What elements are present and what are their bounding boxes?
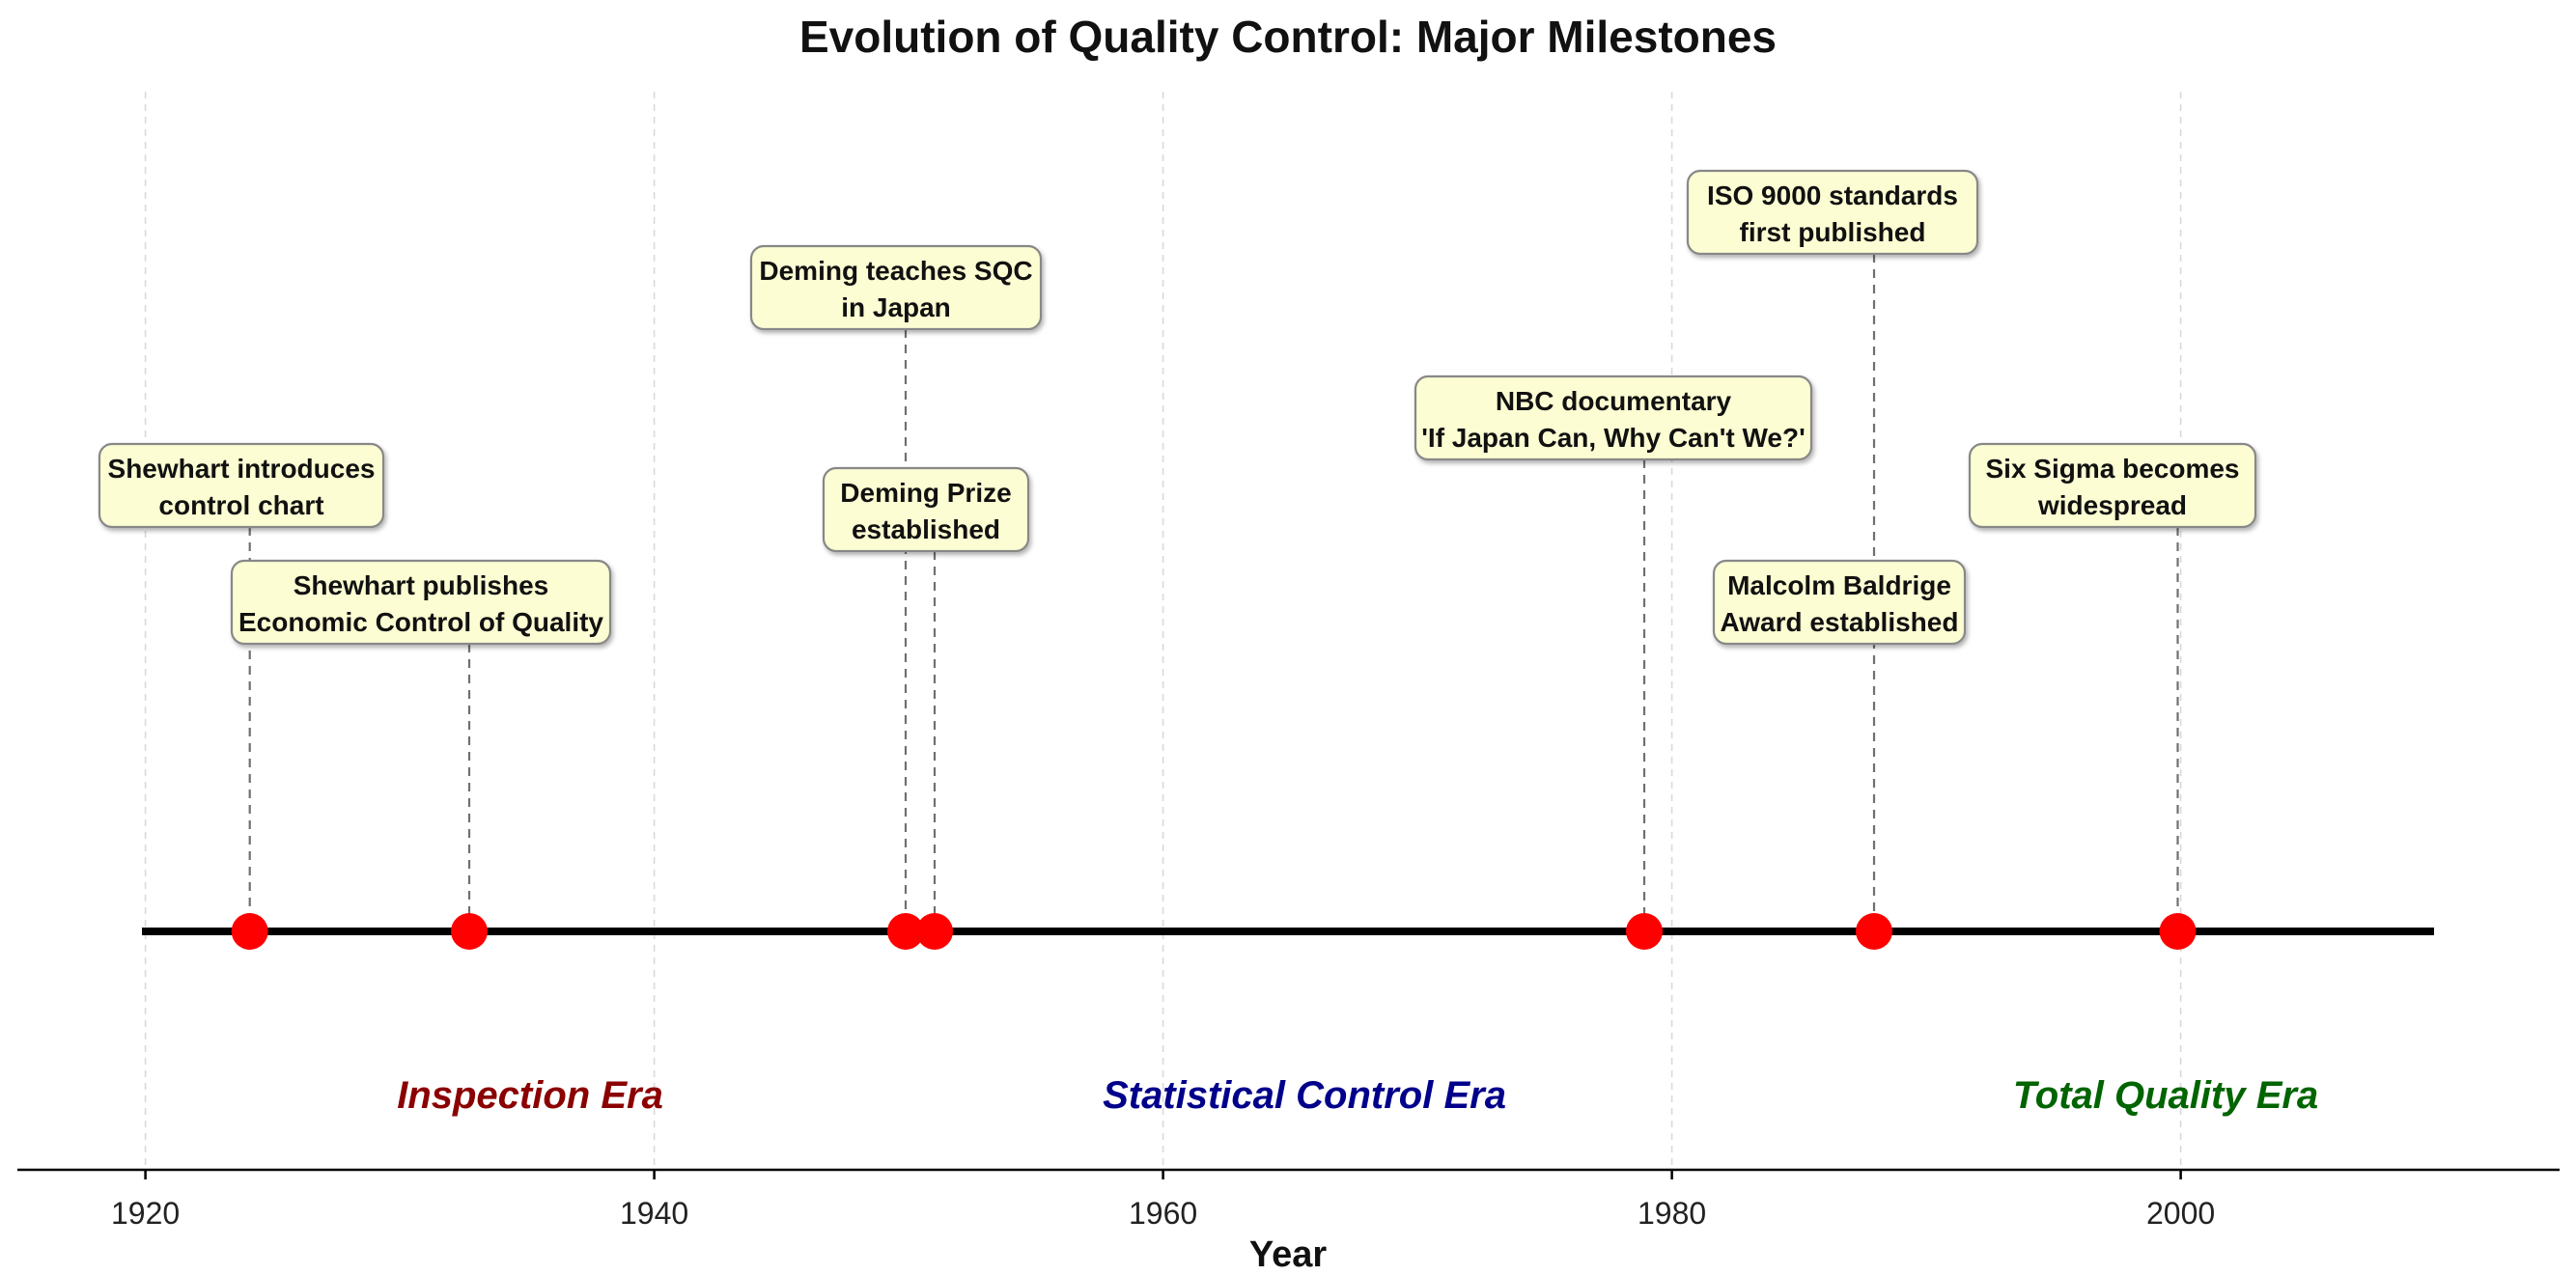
svg-text:widespread: widespread	[2037, 490, 2187, 520]
svg-text:Statistical Control Era: Statistical Control Era	[1103, 1074, 1506, 1117]
svg-text:first published: first published	[1740, 217, 1926, 247]
svg-text:1940: 1940	[620, 1196, 688, 1231]
svg-text:Deming teaches SQC: Deming teaches SQC	[759, 256, 1032, 286]
svg-text:established: established	[852, 514, 1000, 544]
svg-text:2000: 2000	[2146, 1196, 2215, 1231]
svg-text:Inspection Era: Inspection Era	[397, 1074, 663, 1117]
svg-text:Shewhart introduces: Shewhart introduces	[108, 454, 376, 484]
svg-text:Award established: Award established	[1721, 607, 1959, 637]
svg-text:Malcolm Baldrige: Malcolm Baldrige	[1727, 570, 1951, 600]
svg-text:Total Quality Era: Total Quality Era	[2013, 1074, 2318, 1117]
svg-text:Economic Control of Quality: Economic Control of Quality	[238, 607, 603, 637]
svg-text:NBC documentary: NBC documentary	[1496, 386, 1732, 416]
svg-text:Deming Prize: Deming Prize	[840, 478, 1011, 508]
svg-text:1920: 1920	[111, 1196, 180, 1231]
svg-text:ISO 9000 standards: ISO 9000 standards	[1707, 180, 1958, 210]
svg-text:'If Japan Can, Why Can't We?': 'If Japan Can, Why Can't We?'	[1421, 423, 1806, 453]
svg-text:1960: 1960	[1129, 1196, 1197, 1231]
svg-text:control chart: control chart	[158, 490, 323, 520]
svg-text:Shewhart publishes: Shewhart publishes	[294, 570, 549, 600]
svg-text:in Japan: in Japan	[841, 292, 951, 322]
svg-text:Six Sigma becomes: Six Sigma becomes	[1985, 454, 2239, 484]
svg-text:Year: Year	[1249, 1234, 1328, 1275]
svg-text:Evolution of Quality Control:: Evolution of Quality Control: Major Mile…	[799, 12, 1777, 62]
svg-text:1980: 1980	[1638, 1196, 1706, 1231]
